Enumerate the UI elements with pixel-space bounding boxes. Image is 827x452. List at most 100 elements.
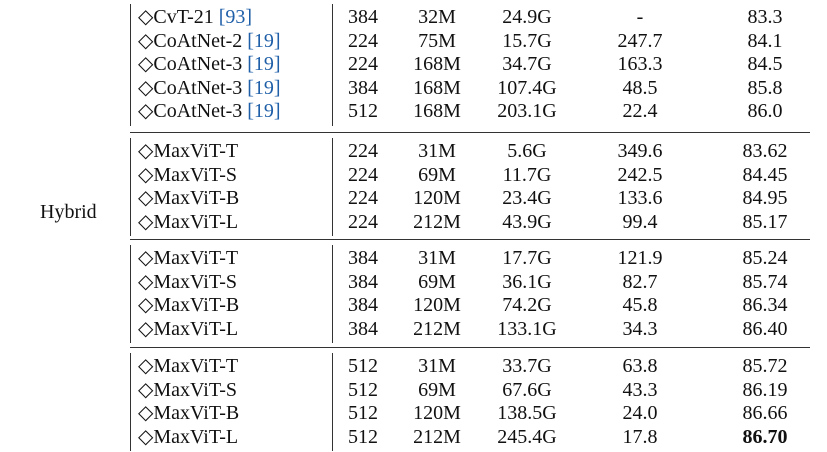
model: ◇MaxViT-B xyxy=(138,294,240,317)
cell: 133.6 xyxy=(617,187,663,210)
cell: 163.3 xyxy=(617,53,663,76)
cell: 512 xyxy=(348,100,378,123)
citation: [19] xyxy=(247,53,281,76)
model: ◇MaxViT-L xyxy=(138,210,239,233)
vertical-rule xyxy=(130,4,131,126)
model: ◇MaxViT-B xyxy=(138,402,240,425)
cell: 247.7 xyxy=(617,29,663,52)
vertical-rule xyxy=(332,245,333,344)
cell: 203.1G xyxy=(497,100,557,123)
cell: 74.2G xyxy=(502,294,552,317)
cell: 69M xyxy=(418,163,456,186)
cell: 84.1 xyxy=(747,29,783,52)
cell: 84.5 xyxy=(747,53,783,76)
model: ◇CvT-21 xyxy=(138,6,214,28)
model-name: ◇MaxViT-B xyxy=(138,187,239,209)
model: ◇MaxViT-T xyxy=(138,140,239,162)
cell: 384 xyxy=(348,76,378,99)
vertical-rule xyxy=(332,353,333,452)
cell: 349.6 xyxy=(617,140,663,162)
cell: 83.62 xyxy=(742,140,788,162)
model: ◇MaxViT-S xyxy=(138,378,238,401)
cell: 85.72 xyxy=(742,355,788,377)
cell: 22.4 xyxy=(622,100,658,123)
cell: 17.7G xyxy=(502,247,552,269)
model-name: ◇MaxViT-B xyxy=(138,402,239,424)
cell: 224 xyxy=(348,187,378,210)
cell: 212M xyxy=(413,425,461,448)
cell: 224 xyxy=(348,29,378,52)
cell: 31M xyxy=(418,247,456,269)
cell: 384 xyxy=(348,6,378,28)
citation: [19] xyxy=(247,29,281,52)
cell: 31M xyxy=(418,355,456,377)
cell: 31M xyxy=(418,140,456,162)
model-name: ◇MaxViT-L xyxy=(138,211,238,233)
cell: 69M xyxy=(418,378,456,401)
cell: 15.7G xyxy=(502,29,552,52)
cell: 43.9G xyxy=(502,210,552,233)
model: ◇MaxViT-T xyxy=(138,247,239,269)
cell: 32M xyxy=(418,6,456,28)
cell: 224 xyxy=(348,140,378,162)
cell: 48.5 xyxy=(622,76,658,99)
cell: 384 xyxy=(348,317,378,340)
cell: 120M xyxy=(413,187,461,210)
cell: 24.0 xyxy=(622,402,658,425)
cell: 45.8 xyxy=(622,294,658,317)
cell: 224 xyxy=(348,53,378,76)
model: ◇MaxViT-L xyxy=(138,317,239,340)
cell: 85.74 xyxy=(742,270,788,293)
cell: 512 xyxy=(348,355,378,377)
cell: 34.7G xyxy=(502,53,552,76)
cell: 86.66 xyxy=(742,402,788,425)
horizontal-rule xyxy=(130,132,810,133)
model: ◇CoAtNet-3 xyxy=(138,76,243,99)
cell: 168M xyxy=(413,100,461,123)
cell: 43.3 xyxy=(622,378,658,401)
model-name: ◇CoAtNet-3 [19] xyxy=(138,77,281,99)
model-name: ◇CvT-21 [93] xyxy=(138,6,252,28)
model: ◇MaxViT-T xyxy=(138,355,239,377)
model-name: ◇MaxViT-T xyxy=(138,247,238,269)
cell: - xyxy=(636,6,644,28)
cell: 512 xyxy=(348,425,378,448)
cell: 85.17 xyxy=(742,210,788,233)
cell: 36.1G xyxy=(502,270,552,293)
model-name: ◇MaxViT-B xyxy=(138,294,239,316)
horizontal-rule xyxy=(130,239,810,240)
model-name: ◇MaxViT-T xyxy=(138,140,238,162)
cell: 75M xyxy=(418,29,456,52)
cell: 212M xyxy=(413,317,461,340)
citation: [19] xyxy=(247,100,281,123)
model: ◇CoAtNet-3 xyxy=(138,53,243,76)
cell: 107.4G xyxy=(497,76,557,99)
cell: 245.4G xyxy=(497,425,557,448)
cell: 85.8 xyxy=(747,76,783,99)
cell: 5.6G xyxy=(507,140,547,162)
cell: 99.4 xyxy=(622,210,658,233)
cell: 34.3 xyxy=(622,317,658,340)
vertical-rule xyxy=(130,245,131,344)
model: ◇MaxViT-S xyxy=(138,270,238,293)
cell: 86.70 xyxy=(742,425,788,448)
cell: 86.34 xyxy=(742,294,788,317)
cell: 69M xyxy=(418,270,456,293)
cell: 224 xyxy=(348,210,378,233)
model: ◇MaxViT-L xyxy=(138,425,239,448)
vertical-rule xyxy=(332,4,333,126)
vertical-rule xyxy=(130,138,131,237)
cell: 212M xyxy=(413,210,461,233)
model-name: ◇MaxViT-S xyxy=(138,379,237,401)
model-name: ◇MaxViT-S xyxy=(138,271,237,293)
cell: 85.24 xyxy=(742,247,788,269)
cell: 86.19 xyxy=(742,378,788,401)
model: ◇MaxViT-S xyxy=(138,163,238,186)
cell: 84.95 xyxy=(742,187,788,210)
cell: 23.4G xyxy=(502,187,552,210)
cell: 133.1G xyxy=(497,317,557,340)
model-name: ◇CoAtNet-3 [19] xyxy=(138,53,281,75)
model-name: ◇MaxViT-S xyxy=(138,164,237,186)
cell: 33.7G xyxy=(502,355,552,377)
